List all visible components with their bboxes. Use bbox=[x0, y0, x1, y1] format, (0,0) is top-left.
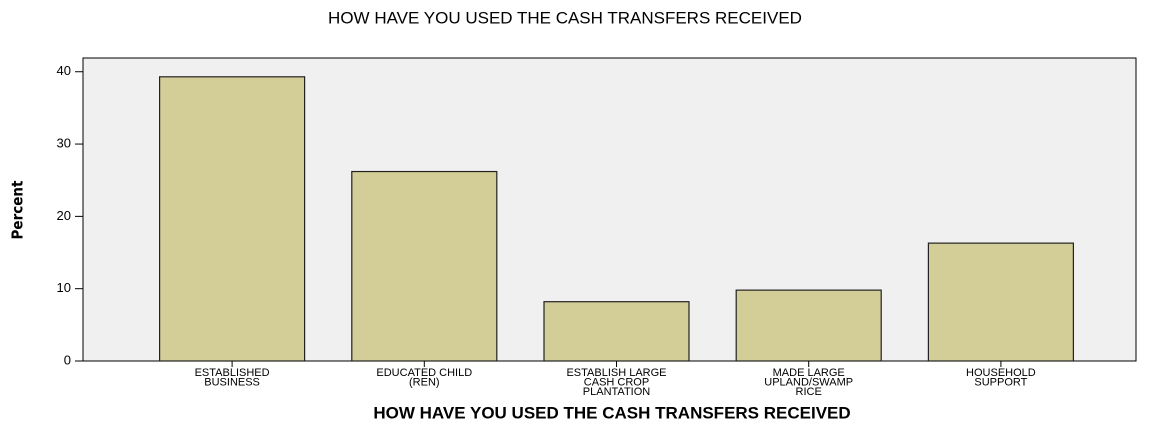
bar bbox=[159, 76, 306, 362]
x-tick-label: ESTABLISH LARGE CASH CROP PLANTATION bbox=[566, 367, 666, 398]
bar bbox=[351, 170, 498, 362]
chart-title: HOW HAVE YOU USED THE CASH TRANSFERS REC… bbox=[328, 8, 802, 27]
y-tick-label: 20 bbox=[57, 208, 71, 223]
x-axis-label: HOW HAVE YOU USED THE CASH TRANSFERS REC… bbox=[373, 403, 850, 422]
y-tick-label: 0 bbox=[64, 352, 71, 367]
x-tick-label: EDUCATED CHILD (REN) bbox=[376, 367, 472, 389]
bar bbox=[735, 289, 882, 362]
bar bbox=[927, 242, 1075, 362]
y-tick-label: 10 bbox=[57, 280, 71, 295]
x-tick-label: ESTABLISHED BUSINESS bbox=[195, 367, 270, 389]
bar bbox=[543, 301, 690, 362]
x-tick-label: MADE LARGE UPLAND/SWAMP RICE bbox=[764, 367, 853, 398]
y-tick-label: 40 bbox=[57, 63, 71, 78]
y-axis-label: Percent bbox=[9, 180, 27, 239]
x-tick-label: HOUSEHOLD SUPPORT bbox=[966, 367, 1036, 389]
y-tick-label: 30 bbox=[57, 135, 71, 150]
